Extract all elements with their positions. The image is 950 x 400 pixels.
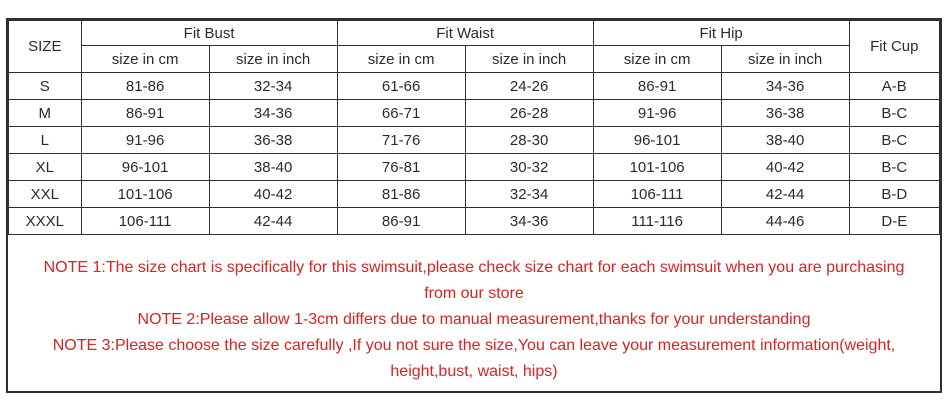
hip-inch-value: 36-38 (720, 99, 850, 127)
hip-cm-value: 96-101 (592, 126, 722, 154)
hip-inch-value: 42-44 (720, 180, 850, 208)
size-chart-panel: SIZE Fit Bust Fit Waist Fit Hip Fit Cup … (6, 18, 942, 393)
bust-inch-subheader: size in inch (208, 45, 338, 73)
waist-inch-value: 32-34 (464, 180, 594, 208)
hip-inch-value: 38-40 (720, 126, 850, 154)
cup-value: B-C (848, 126, 941, 154)
cup-value: B-C (848, 99, 941, 127)
waist-cm-value: 66-71 (336, 99, 466, 127)
table-row-m: M 86-91 34-36 66-71 26-28 91-96 36-38 B-… (8, 99, 941, 127)
note-1: NOTE 1:The size chart is specifically fo… (43, 259, 905, 302)
size-label: XXL (8, 180, 82, 208)
fit-hip-header: Fit Hip (592, 20, 850, 46)
waist-cm-value: 81-86 (336, 180, 466, 208)
bust-cm-value: 96-101 (80, 153, 210, 181)
bust-cm-subheader: size in cm (80, 45, 210, 73)
bust-inch-value: 32-34 (208, 72, 338, 100)
waist-inch-value: 30-32 (464, 153, 594, 181)
waist-inch-subheader: size in inch (464, 45, 594, 73)
bust-cm-value: 106-111 (80, 207, 210, 235)
table-row-xxl: XXL 101-106 40-42 81-86 32-34 106-111 42… (8, 180, 941, 208)
note-3: NOTE 3:Please choose the size carefully … (52, 337, 896, 380)
waist-cm-subheader: size in cm (336, 45, 466, 73)
waist-inch-value: 24-26 (464, 72, 594, 100)
size-label: L (8, 126, 82, 154)
hip-inch-subheader: size in inch (720, 45, 850, 73)
hip-cm-value: 86-91 (592, 72, 722, 100)
header-group-row: SIZE Fit Bust Fit Waist Fit Hip Fit Cup (8, 20, 941, 73)
header-sub-row: size in cm size in inch size in cm size … (9, 45, 940, 73)
waist-cm-value: 71-76 (336, 126, 466, 154)
note-2: NOTE 2:Please allow 1-3cm differs due to… (137, 311, 811, 328)
hip-cm-value: 106-111 (592, 180, 722, 208)
fit-waist-header: Fit Waist (336, 20, 594, 46)
bust-inch-value: 40-42 (208, 180, 338, 208)
hip-inch-value: 44-46 (720, 207, 850, 235)
bust-cm-value: 101-106 (80, 180, 210, 208)
bust-inch-value: 34-36 (208, 99, 338, 127)
cup-value: B-D (848, 180, 941, 208)
bust-cm-value: 86-91 (80, 99, 210, 127)
waist-inch-value: 26-28 (464, 99, 594, 127)
hip-cm-value: 111-116 (592, 207, 722, 235)
cup-value: B-C (848, 153, 941, 181)
hip-cm-value: 101-106 (592, 153, 722, 181)
waist-cm-value: 86-91 (336, 207, 466, 235)
size-label: XXXL (8, 207, 82, 235)
cup-value: D-E (848, 207, 941, 235)
waist-cm-value: 61-66 (336, 72, 466, 100)
table-row-s: S 81-86 32-34 61-66 24-26 86-91 34-36 A-… (8, 72, 941, 100)
cup-value: A-B (848, 72, 941, 100)
hip-cm-subheader: size in cm (592, 45, 722, 73)
table-row-xxxl: XXXL 106-111 42-44 86-91 34-36 111-116 4… (8, 207, 941, 235)
fit-cup-header: Fit Cup (848, 20, 941, 73)
notes-section: NOTE 1:The size chart is specifically fo… (8, 235, 940, 385)
hip-inch-value: 34-36 (720, 72, 850, 100)
bust-inch-value: 36-38 (208, 126, 338, 154)
waist-cm-value: 76-81 (336, 153, 466, 181)
hip-inch-value: 40-42 (720, 153, 850, 181)
bust-cm-value: 81-86 (80, 72, 210, 100)
size-chart-table: SIZE Fit Bust Fit Waist Fit Hip Fit Cup … (8, 20, 941, 235)
waist-inch-value: 34-36 (464, 207, 594, 235)
bust-cm-value: 91-96 (80, 126, 210, 154)
table-row-l: L 91-96 36-38 71-76 28-30 96-101 38-40 B… (8, 126, 941, 154)
size-label: S (8, 72, 82, 100)
waist-inch-value: 28-30 (464, 126, 594, 154)
table-row-xl: XL 96-101 38-40 76-81 30-32 101-106 40-4… (8, 153, 941, 181)
size-column-header: SIZE (8, 20, 82, 73)
bust-inch-value: 42-44 (208, 207, 338, 235)
size-label: M (8, 99, 82, 127)
size-label: XL (8, 153, 82, 181)
fit-bust-header: Fit Bust (80, 20, 338, 46)
hip-cm-value: 91-96 (592, 99, 722, 127)
bust-inch-value: 38-40 (208, 153, 338, 181)
